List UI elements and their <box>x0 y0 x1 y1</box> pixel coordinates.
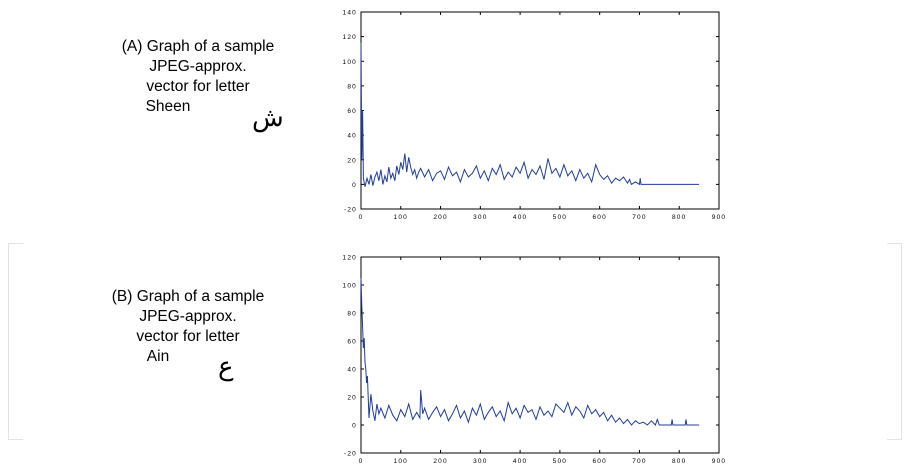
chart-a-ytick-label: 0 <box>352 182 357 189</box>
chart-a-ytick-label: 120 <box>343 34 357 41</box>
chart-a-ytick-label: -20 <box>344 207 357 214</box>
arabic-letter-sheen: ش <box>252 103 284 133</box>
chart-a-ytick-label: 80 <box>347 83 357 90</box>
caption-b: (B) Graph of a sample JPEG-approx. vecto… <box>58 287 318 367</box>
caption-a-line-1: (A) Graph of a sample <box>121 38 275 55</box>
left-frame-bracket <box>8 243 23 440</box>
chart-a-ytick-label: 40 <box>347 133 357 140</box>
caption-a-line-3: vector for letter <box>146 78 250 95</box>
chart-b-ytick-label: 20 <box>347 395 357 402</box>
chart-a-xtick-label: 100 <box>394 214 408 221</box>
chart-a-series-line <box>360 42 700 187</box>
chart-b-ytick-label: -20 <box>344 451 357 458</box>
chart-a-xtick-label: 200 <box>433 214 447 221</box>
caption-b-line-1: (B) Graph of a sample <box>111 288 265 305</box>
chart-b-xtick-label: 400 <box>513 458 527 465</box>
chart-a-xtick-label: 400 <box>513 214 527 221</box>
chart-a-ytick-label: 60 <box>347 108 357 115</box>
chart-a-xtick-label: 700 <box>632 214 646 221</box>
chart-b-series-line <box>360 277 700 426</box>
chart-b-ytick-label: 80 <box>347 311 357 318</box>
caption-a-line-4: Sheen <box>145 98 191 115</box>
chart-b-ytick-label: 0 <box>352 423 357 430</box>
chart-b-xtick-label: 0 <box>359 458 364 465</box>
arabic-letter-ain: ع <box>218 352 234 382</box>
chart-b-ytick-label: 120 <box>343 255 357 262</box>
chart-b-ytick-label: 60 <box>347 339 357 346</box>
chart-a-ytick-label: 20 <box>347 157 357 164</box>
caption-b-line-4: Ain <box>146 348 170 365</box>
chart-b-xtick-label: 800 <box>672 458 686 465</box>
chart-b-xtick-label: 700 <box>632 458 646 465</box>
chart-a-xtick-label: 300 <box>473 214 487 221</box>
chart-b-xtick-label: 100 <box>394 458 408 465</box>
caption-a-line-2: JPEG-approx. <box>149 58 247 75</box>
chart-a-ytick-label: 140 <box>343 10 357 17</box>
caption-b-line-3: vector for letter <box>136 328 240 345</box>
chart-b-ytick-label: 40 <box>347 367 357 374</box>
chart-a-xtick-label: 900 <box>712 214 726 221</box>
chart-b-xtick-label: 900 <box>712 458 726 465</box>
right-frame-bracket <box>887 243 902 440</box>
chart-a-ytick-label: 100 <box>343 59 357 66</box>
chart-b-ytick-label: 100 <box>343 283 357 290</box>
chart-a-xtick-label: 600 <box>592 214 606 221</box>
chart-a-xtick-label: 0 <box>359 214 364 221</box>
chart-b-xtick-label: 500 <box>553 458 567 465</box>
chart-a-xtick-label: 500 <box>553 214 567 221</box>
chart-b-plot-frame <box>360 256 720 454</box>
caption-b-line-2: JPEG-approx. <box>139 308 237 325</box>
chart-b-xtick-label: 600 <box>592 458 606 465</box>
chart-b-xtick-label: 200 <box>433 458 447 465</box>
caption-a: (A) Graph of a sample JPEG-approx. vecto… <box>78 37 318 117</box>
chart-a-xtick-label: 800 <box>672 214 686 221</box>
chart-b-xtick-label: 300 <box>473 458 487 465</box>
